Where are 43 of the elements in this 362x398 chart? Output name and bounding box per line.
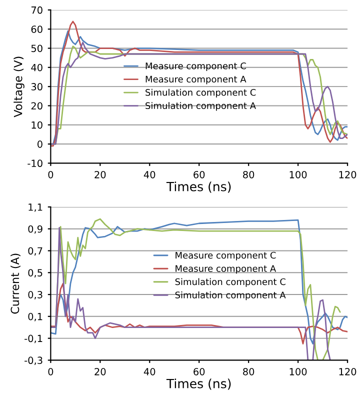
y-tick-label: 1,1 [28,204,42,212]
y-tick-label: 0,3 [28,291,42,300]
x-tick-label: 120 [339,368,356,376]
x-tick-label: 80 [243,170,254,178]
y-tick-label: 0,9 [28,225,42,234]
y-tick-label: 40 [31,64,42,72]
y-tick-label: -0,1 [24,334,42,344]
x-tick-label: 80 [243,368,254,376]
y-tick-label: 0 [37,140,42,148]
legend-label: Measure component A [176,265,276,274]
y-tick-label: -0,3 [24,356,42,366]
y-tick-label: 70 [31,6,42,14]
x-tick-label: 60 [194,368,205,376]
x-tick-label: 100 [290,170,307,178]
y-tick-label: 20 [31,102,42,110]
legend-label: Simulation component C [175,278,286,287]
legend-label: Measure component C [176,252,276,260]
y-axis-title: Voltage (V) [14,56,24,118]
x-tick-label: 20 [94,170,106,178]
x-tick-label: 120 [339,170,356,178]
y-tick-label: 30 [31,83,42,90]
legend-label: Simulation component C [146,88,256,98]
legend-label: Measure component C [146,62,246,72]
legend-label: Simulation component A [146,102,256,111]
x-tick-label: 20 [94,368,106,376]
legend-label: Measure component A [146,76,246,84]
y-tick-label: 60 [31,26,42,33]
x-tick-label: 0 [48,368,54,376]
x-tick-label: 40 [144,368,156,376]
y-axis-title: Current (A) [10,254,20,314]
x-axis-title: Times (ns) [166,182,231,193]
x-axis-title: Times (ns) [166,378,231,390]
x-tick-label: 100 [290,368,307,376]
x-tick-label: 0 [48,170,54,178]
legend-label: Simulation component A [175,291,286,300]
y-tick-label: 0,1 [28,312,42,322]
y-tick-label: 50 [31,44,42,52]
y-tick-label: 10 [32,121,42,129]
x-tick-label: 40 [144,170,156,178]
y-tick-label: -10 [28,160,42,168]
x-tick-label: 60 [194,170,205,178]
y-tick-label: 0,5 [28,269,42,278]
y-tick-label: 0,7 [28,247,42,256]
